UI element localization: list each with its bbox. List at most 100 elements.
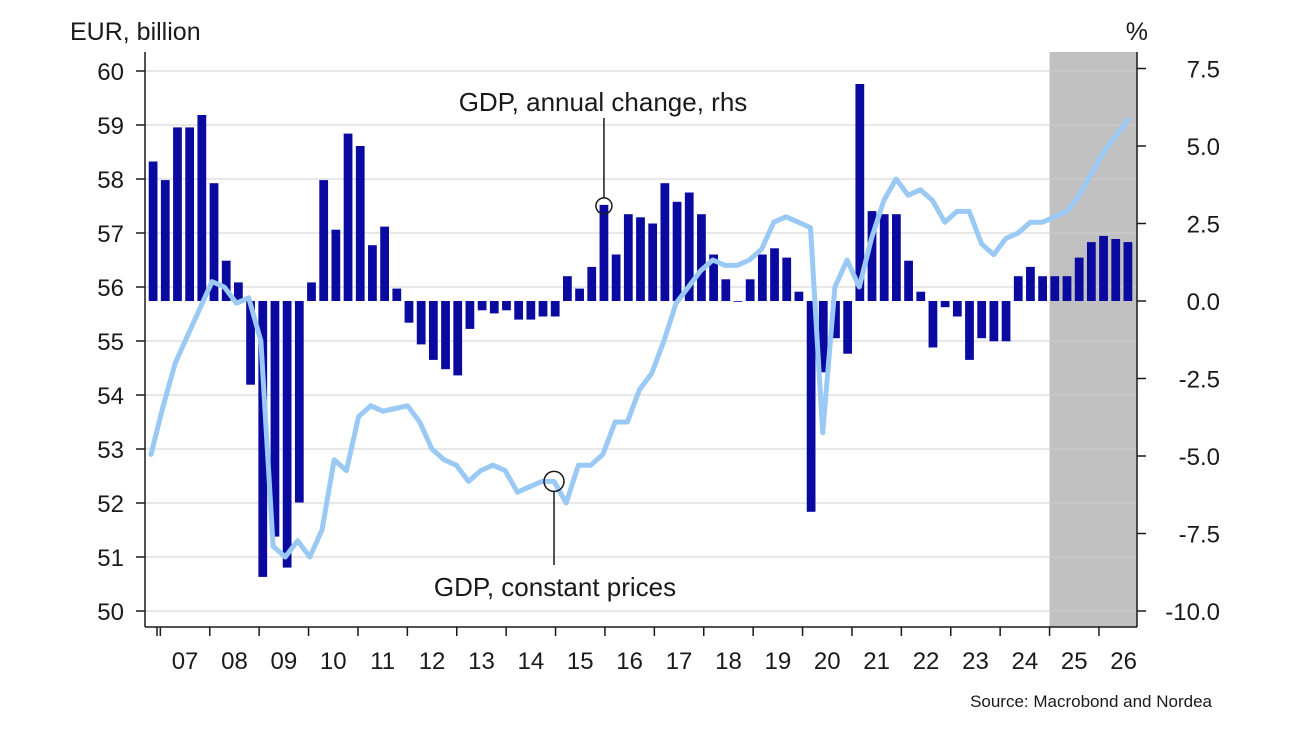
- left-tick-label: 57: [97, 221, 124, 248]
- x-tick-label: 10: [320, 648, 347, 675]
- line-gdp-constant-prices: [148, 117, 1131, 560]
- x-tick-label: 17: [666, 648, 693, 675]
- left-tick-label: 60: [97, 59, 124, 86]
- bar-annual-change: [173, 127, 182, 302]
- bar-annual-change: [514, 301, 524, 320]
- x-tick-label: 19: [764, 648, 791, 675]
- bar-annual-change: [404, 301, 414, 323]
- x-tick-label: 07: [172, 648, 199, 675]
- bar-annual-change: [879, 214, 889, 301]
- bar-annual-change: [380, 226, 389, 301]
- right-tick-label: -5.0: [1179, 444, 1220, 471]
- bar-annual-change: [441, 301, 450, 370]
- bar-annual-change: [1074, 257, 1084, 301]
- bar-annual-change: [1038, 276, 1047, 301]
- right-tick-label: -10.0: [1165, 599, 1220, 626]
- bar-annual-change: [282, 301, 292, 568]
- bar-annual-change: [636, 217, 645, 301]
- bar-annual-change: [368, 245, 377, 301]
- left-tick-label: 58: [97, 167, 124, 194]
- bar-annual-change: [892, 214, 901, 301]
- bar-annual-change: [855, 84, 865, 301]
- bar-annual-change: [331, 229, 341, 301]
- bar-annual-change: [1001, 301, 1011, 342]
- x-tick-label: 15: [567, 648, 594, 675]
- bar-annual-change: [831, 301, 840, 339]
- bar-annual-change: [1123, 242, 1133, 301]
- left-tick-label: 52: [97, 491, 124, 518]
- bar-annual-change: [623, 214, 633, 301]
- bar-annual-change: [745, 279, 755, 301]
- bar-annual-change: [684, 192, 694, 301]
- bar-annual-change: [770, 248, 779, 301]
- bar-annual-change: [234, 282, 243, 301]
- left-tick-label: 53: [97, 437, 124, 464]
- bar-annual-change: [940, 301, 950, 308]
- left-tick-label: 59: [97, 113, 124, 140]
- annotation-annual-change: GDP, annual change, rhs: [459, 87, 748, 117]
- bar-annual-change: [709, 254, 718, 301]
- right-tick-label: 5.0: [1187, 134, 1220, 161]
- x-tick-label: 16: [616, 648, 643, 675]
- bar-annual-change: [1099, 235, 1108, 301]
- bar-annual-change: [1086, 242, 1096, 301]
- bar-annual-change: [794, 291, 804, 301]
- bar-annual-change: [660, 183, 670, 301]
- right-tick-label: -7.5: [1179, 522, 1220, 549]
- bar-annual-change: [952, 301, 962, 317]
- bar-annual-change: [392, 288, 402, 301]
- bar-annual-change: [977, 301, 987, 339]
- bar-annual-change: [965, 301, 974, 360]
- bar-annual-change: [916, 291, 926, 301]
- bar-annual-change: [1013, 276, 1023, 301]
- bar-annual-change: [904, 260, 913, 301]
- left-tick-label: 54: [97, 383, 124, 410]
- x-tick-label: 26: [1110, 648, 1137, 675]
- x-tick-label: 25: [1061, 648, 1088, 675]
- bar-annual-change: [453, 301, 463, 376]
- bar-annual-change: [307, 282, 316, 301]
- bar-annual-change: [1026, 266, 1035, 301]
- x-tick-label: 23: [962, 648, 989, 675]
- bar-annual-change: [489, 301, 499, 314]
- bar-annual-change: [843, 301, 853, 354]
- bar-annual-change: [221, 260, 231, 301]
- bar-annual-change: [1050, 276, 1060, 301]
- x-tick-label: 11: [370, 648, 395, 675]
- bar-annual-change: [294, 301, 304, 503]
- x-tick-label: 08: [221, 648, 248, 675]
- bar-annual-change: [575, 288, 584, 301]
- bar-annual-change: [599, 204, 609, 301]
- x-tick-label: 18: [715, 648, 742, 675]
- bar-annual-change: [928, 301, 938, 348]
- bar-annual-change: [197, 115, 207, 301]
- bar-annual-change: [757, 254, 767, 301]
- bar-annual-change: [806, 301, 816, 512]
- bar-annual-change: [148, 161, 158, 301]
- bar-annual-change: [538, 301, 548, 317]
- right-tick-label: 2.5: [1187, 212, 1220, 239]
- bar-annual-change: [246, 301, 255, 385]
- annotation-constant-prices: GDP, constant prices: [434, 572, 676, 602]
- bar-annual-change: [587, 266, 597, 301]
- right-axis-unit: %: [1126, 18, 1148, 46]
- bar-annual-change: [428, 301, 438, 360]
- bar-annual-change: [733, 301, 743, 302]
- forecast-shade: [1049, 52, 1137, 627]
- left-tick-label: 50: [97, 599, 124, 626]
- bar-annual-change: [185, 127, 195, 302]
- bar-annual-change: [209, 183, 219, 301]
- bar-annual-change: [989, 301, 999, 342]
- x-tick-label: 14: [517, 648, 544, 675]
- bar-annual-change: [477, 301, 487, 311]
- bar-annual-change: [1111, 239, 1121, 301]
- bar-annual-change: [818, 301, 828, 373]
- left-tick-label: 55: [97, 329, 124, 356]
- bar-annual-change: [465, 301, 475, 329]
- right-tick-label: -2.5: [1179, 367, 1220, 394]
- bar-annual-change: [782, 257, 792, 301]
- x-tick-label: 20: [814, 648, 841, 675]
- bar-annual-change: [867, 211, 877, 301]
- bar-annual-change: [550, 301, 560, 317]
- x-tick-label: 21: [863, 648, 890, 675]
